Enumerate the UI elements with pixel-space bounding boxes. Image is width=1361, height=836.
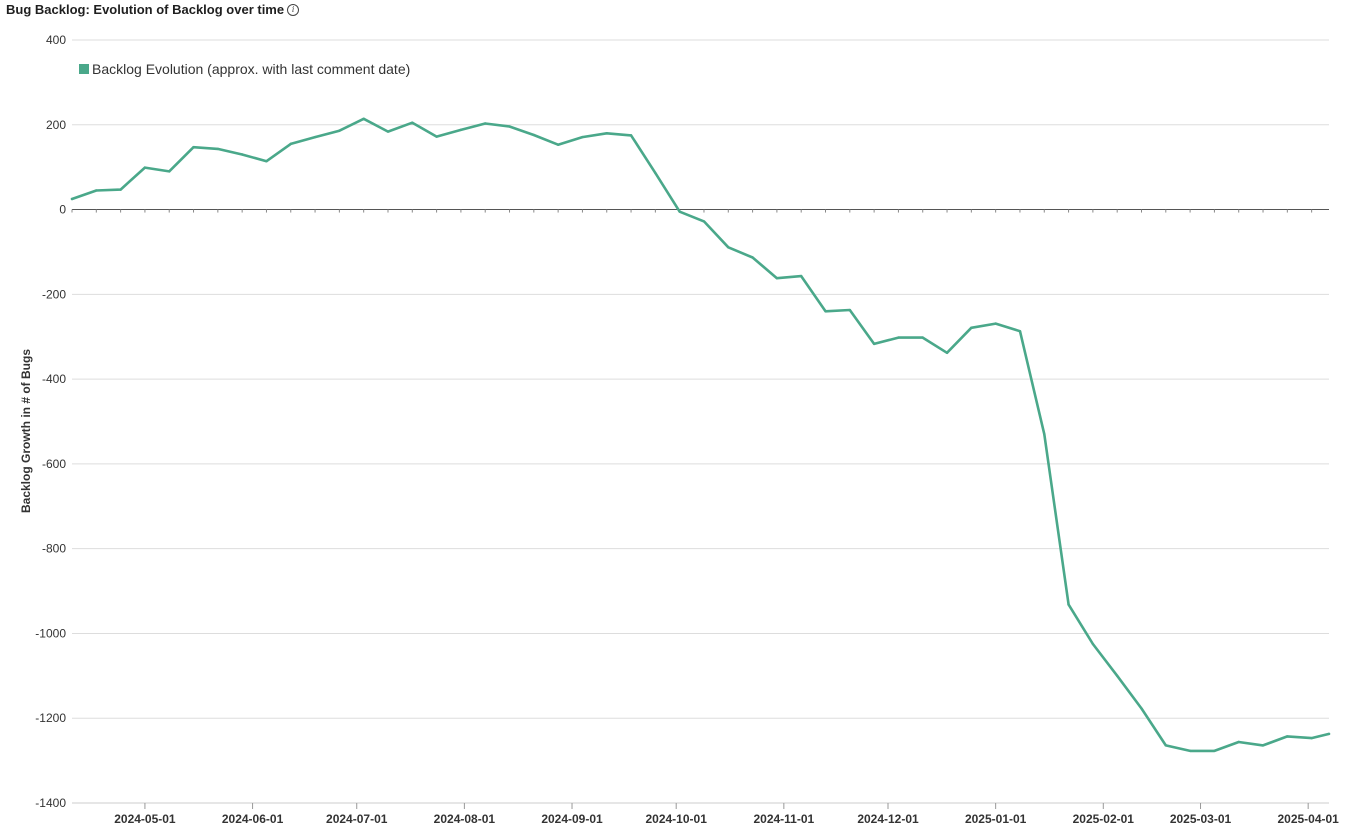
x-tick-label: 2024-11-01 [753,812,814,826]
data-point [727,246,730,249]
legend-swatch [79,64,89,74]
data-point [629,134,633,137]
data-point [532,133,536,137]
data-point [921,336,924,339]
y-tick-label: -1200 [35,711,66,725]
data-point [313,135,317,139]
data-point [362,117,365,121]
data-point [751,256,754,259]
info-circle-icon[interactable]: i [287,3,300,16]
data-point [1261,744,1265,747]
y-tick-label: 400 [46,33,66,47]
x-tick-label: 2024-06-01 [222,812,284,826]
data-point [799,274,803,278]
x-tick-label: 2024-09-01 [541,812,603,826]
data-point [435,135,438,138]
y-tick-label: 200 [46,118,66,132]
data-point [168,170,171,173]
legend[interactable]: Backlog Evolution (approx. with last com… [79,61,410,77]
y-tick-label: -600 [42,457,66,471]
data-point [70,197,74,201]
data-point [994,322,997,325]
data-point [605,132,608,135]
x-tick-label: 2025-04-01 [1277,812,1339,826]
data-point [386,130,390,133]
x-tick-label: 2024-12-01 [857,812,919,826]
series-line [70,117,1331,753]
data-point [872,342,876,346]
data-point [581,135,584,139]
data-point [216,147,220,151]
data-point [411,121,414,124]
data-point [848,308,852,312]
x-tick-label: 2025-03-01 [1170,812,1232,826]
x-tick-label: 2024-05-01 [114,812,176,826]
data-point [556,143,560,146]
data-point [654,171,657,175]
data-point [824,310,827,313]
data-point [1091,642,1095,646]
data-point [970,326,973,330]
data-point [265,160,268,163]
data-point [1164,744,1167,747]
data-point [1067,603,1070,606]
data-point [192,146,195,149]
y-tick-label: -400 [42,372,66,386]
data-point [1286,735,1289,738]
x-tick-label: 2024-10-01 [645,812,707,826]
data-point [95,189,98,192]
chart-title-text: Bug Backlog: Evolution of Backlog over t… [6,2,285,17]
data-point [1327,732,1331,736]
y-tick-label: 0 [59,203,66,217]
data-point [775,277,779,280]
data-point [1310,736,1313,740]
data-point [945,351,949,355]
data-point [1140,707,1143,710]
y-tick-label: -1400 [35,796,66,810]
data-point [678,210,681,213]
legend-label: Backlog Evolution (approx. with last com… [92,61,411,77]
data-point [1018,330,1022,333]
x-tick-label: 2024-08-01 [434,812,496,826]
data-point [1213,749,1216,753]
x-tick-label: 2025-02-01 [1073,812,1135,826]
y-tick-label: -200 [42,287,66,301]
data-point [240,153,244,156]
data-point [484,122,487,125]
x-tick-label: 2025-01-01 [965,812,1027,826]
data-point [459,128,463,132]
x-tick-label: 2024-07-01 [326,812,388,826]
y-tick-label: -1000 [35,626,66,640]
chart-title: Bug Backlog: Evolution of Backlog over t… [6,2,300,17]
data-point [702,220,706,223]
data-point [119,188,122,191]
y-tick-label: -800 [42,542,66,556]
data-point [143,166,147,169]
data-point [508,125,511,128]
data-point [1237,740,1240,744]
data-point [1043,433,1046,436]
data-point [897,336,900,339]
data-point [289,142,292,146]
data-point [1188,749,1192,753]
data-point [338,129,341,132]
data-point [1115,674,1119,678]
